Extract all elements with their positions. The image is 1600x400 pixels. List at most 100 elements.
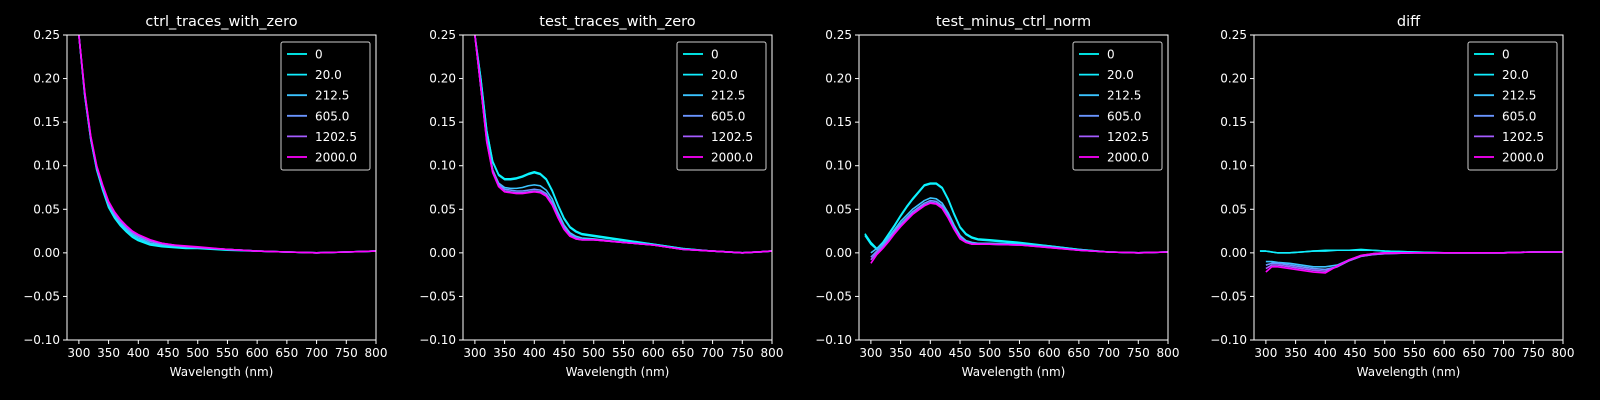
legend-entry: 0: [711, 48, 719, 62]
legend-entry: 2000.0: [1107, 151, 1149, 165]
y-tick-label: 0.25: [825, 28, 852, 42]
legend-entry: 20.0: [711, 68, 738, 82]
y-tick-label: −0.05: [1210, 289, 1247, 303]
x-axis-label: Wavelength (nm): [962, 365, 1066, 379]
chart-title: diff: [1397, 14, 1421, 30]
axes-frame: [66, 34, 377, 341]
legend-entry: 212.5: [315, 89, 349, 103]
x-tick-label: 750: [335, 346, 358, 360]
x-tick-label: 450: [553, 346, 576, 360]
x-tick-label: 350: [1284, 346, 1307, 360]
x-axis-label: Wavelength (nm): [566, 365, 670, 379]
legend-entry: 605.0: [315, 109, 349, 123]
x-tick-label: 400: [127, 346, 150, 360]
legend-entry: 212.5: [711, 89, 745, 103]
legend-entry: 1202.5: [1502, 130, 1544, 144]
series-group: [1259, 248, 1563, 274]
x-tick-label: 650: [1067, 346, 1090, 360]
series-line-2000.0: [474, 35, 772, 254]
legend-entry: 605.0: [711, 109, 745, 123]
x-tick-label: 400: [523, 346, 546, 360]
y-tick-label: −0.10: [815, 333, 852, 347]
y-tick-label: 0.20: [1220, 72, 1247, 86]
legend-entry: 20.0: [315, 68, 342, 82]
legend-entry: 1202.5: [711, 130, 753, 144]
y-tick-label: 0.10: [1220, 159, 1247, 173]
legend-entry: 1202.5: [1107, 130, 1149, 144]
x-tick-label: 300: [463, 346, 486, 360]
y-tick-label: 0.15: [825, 115, 852, 129]
x-tick-label: 700: [1492, 346, 1515, 360]
x-tick-label: 350: [889, 346, 912, 360]
x-axis-label: Wavelength (nm): [170, 365, 274, 379]
x-tick-label: 800: [1157, 346, 1180, 360]
x-tick-label: 400: [1314, 346, 1337, 360]
x-tick-label: 800: [1552, 346, 1575, 360]
legend-entry: 212.5: [1107, 89, 1141, 103]
x-tick-label: 750: [731, 346, 754, 360]
series-line-2000.0: [78, 35, 376, 254]
y-tick-label: 0.15: [33, 115, 60, 129]
x-tick-label: 300: [67, 346, 90, 360]
y-tick-label: 0.25: [33, 28, 60, 42]
y-tick-label: −0.05: [23, 289, 60, 303]
axes-frame: [858, 34, 1169, 341]
x-tick-label: 500: [978, 346, 1001, 360]
legend-entry: 2000.0: [315, 151, 357, 165]
legend-entry: 20.0: [1107, 68, 1134, 82]
legend-entry: 1202.5: [315, 130, 357, 144]
series-group: [78, 35, 376, 254]
y-tick-label: −0.10: [419, 333, 456, 347]
chart-title: test_minus_ctrl_norm: [936, 14, 1091, 30]
legend: 0 20.0 212.5 605.0 1202.5 2000.0: [1467, 41, 1558, 171]
x-tick-label: 450: [157, 346, 180, 360]
y-tick-label: 0.00: [825, 246, 852, 260]
chart-panel-2: 300 350 400 450 500 550 600 650 700 750 800 −0.10 −0…: [419, 14, 783, 379]
chart-panel-1: 300 350 400 450 500 550 600 650 700 750 800 −0.10 −0…: [23, 14, 387, 379]
y-tick-label: −0.05: [815, 289, 852, 303]
x-tick-label: 800: [365, 346, 388, 360]
x-tick-label: 700: [1097, 346, 1120, 360]
series-line-1202.5: [870, 201, 1168, 261]
x-tick-label: 450: [949, 346, 972, 360]
series-line-2000.0: [1265, 251, 1563, 274]
legend: 0 20.0 212.5 605.0 1202.5 2000.0: [1072, 41, 1163, 171]
x-tick-label: 750: [1522, 346, 1545, 360]
x-tick-label: 350: [493, 346, 516, 360]
legend-entry: 2000.0: [711, 151, 753, 165]
y-tick-label: 0.00: [33, 246, 60, 260]
series-line-212.5: [1265, 251, 1563, 268]
legend-entry: 20.0: [1502, 68, 1529, 82]
y-tick-label: 0.25: [429, 28, 456, 42]
x-tick-label: 700: [305, 346, 328, 360]
legend: 0 20.0 212.5 605.0 1202.5 2000.0: [280, 41, 371, 171]
series-line-20.0: [474, 35, 772, 254]
y-tick-label: 0.25: [1220, 28, 1247, 42]
legend-entry: 605.0: [1107, 109, 1141, 123]
y-tick-label: 0.15: [1220, 115, 1247, 129]
y-tick-label: 0.05: [429, 202, 456, 216]
x-tick-label: 550: [216, 346, 239, 360]
x-axis-label: Wavelength (nm): [1357, 365, 1461, 379]
x-tick-label: 800: [761, 346, 784, 360]
legend-entry: 2000.0: [1502, 151, 1544, 165]
legend-entry: 0: [1107, 48, 1115, 62]
x-tick-label: 600: [246, 346, 269, 360]
legend-entry: 0: [1502, 48, 1510, 62]
x-tick-label: 550: [1008, 346, 1031, 360]
x-tick-label: 400: [919, 346, 942, 360]
y-tick-label: 0.05: [33, 202, 60, 216]
x-tick-label: 500: [582, 346, 605, 360]
y-tick-label: 0.10: [33, 159, 60, 173]
chart-panel-4: 300 350 400 450 500 550 600 650 700 750 800 −0.10 −0…: [1210, 14, 1574, 379]
x-tick-label: 550: [1403, 346, 1426, 360]
y-tick-label: 0.20: [33, 72, 60, 86]
series-group: [864, 182, 1168, 264]
x-tick-label: 700: [701, 346, 724, 360]
series-group: [474, 35, 772, 254]
x-tick-label: 650: [275, 346, 298, 360]
x-tick-label: 500: [186, 346, 209, 360]
y-tick-label: 0.10: [429, 159, 456, 173]
legend-entry: 0: [315, 48, 323, 62]
